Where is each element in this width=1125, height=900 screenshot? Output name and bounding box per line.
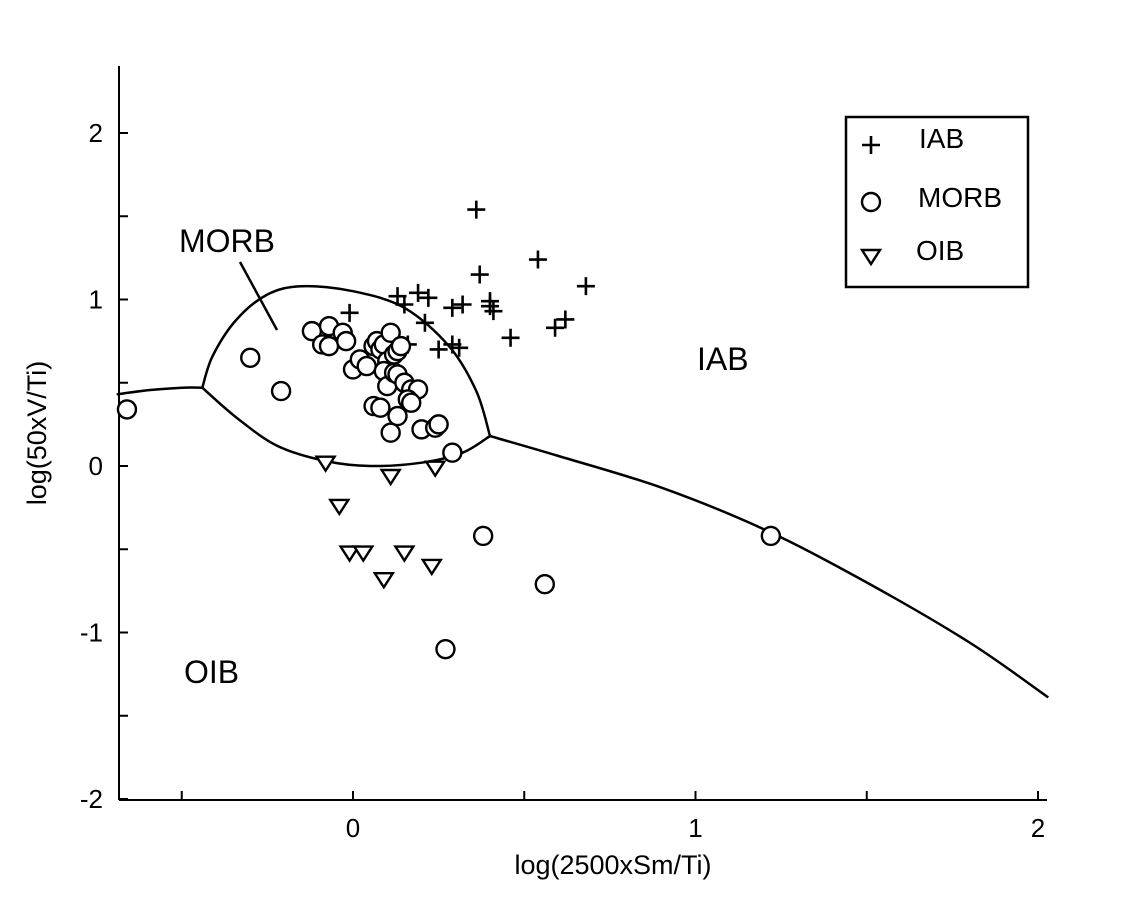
data-point-iab	[415, 313, 434, 332]
y-tick-label: 2	[89, 118, 103, 148]
legend-marker-iab	[862, 136, 880, 154]
legend-label-oib: OIB	[916, 235, 964, 266]
data-point-morb	[380, 422, 401, 443]
data-point-iab	[395, 295, 414, 314]
series-oib	[314, 455, 447, 590]
region-label-morb: MORB	[179, 223, 275, 259]
data-point-morb	[435, 638, 456, 660]
data-point-iab	[576, 277, 595, 296]
data-point-morb	[370, 397, 391, 418]
legend-label-morb: MORB	[918, 182, 1002, 213]
y-tick-label: -1	[80, 618, 103, 648]
y-tick-label: -2	[80, 784, 103, 814]
data-point-morb	[428, 414, 449, 435]
y-tick-label: 0	[89, 451, 103, 481]
x-tick-label: 1	[688, 813, 702, 843]
data-point-morb	[116, 399, 138, 420]
axes	[118, 66, 1047, 801]
boundary-morb-top	[201, 284, 492, 437]
data-point-morb	[472, 525, 494, 547]
data-point-morb	[270, 380, 292, 402]
region-label-oib: OIB	[184, 654, 239, 690]
data-point-oib	[372, 572, 396, 590]
data-point-iab	[484, 302, 503, 321]
data-point-iab	[501, 328, 520, 347]
x-tick-label: 2	[1031, 813, 1045, 843]
data-point-oib	[379, 468, 402, 487]
data-point-morb	[335, 330, 357, 352]
data-point-oib	[328, 498, 351, 517]
data-point-iab	[481, 297, 499, 316]
data-point-iab	[419, 288, 438, 307]
data-point-morb	[318, 335, 340, 357]
data-point-oib	[424, 460, 447, 478]
x-tick-label: 0	[346, 813, 360, 843]
data-point-iab	[450, 338, 469, 357]
data-point-morb	[390, 335, 412, 357]
data-point-morb	[534, 574, 555, 595]
ticks	[119, 132, 1039, 800]
y-axis-title: log(50xV/Ti)	[22, 361, 52, 506]
data-marks	[116, 200, 782, 660]
legend-marker-oib	[859, 248, 883, 267]
data-point-oib	[314, 455, 337, 473]
data-point-oib	[352, 545, 375, 563]
data-point-oib	[420, 558, 443, 577]
legend: IAB MORB OIB	[844, 115, 1030, 289]
series-morb	[116, 315, 782, 660]
data-point-morb	[401, 392, 422, 413]
data-point-iab	[470, 265, 489, 284]
morb-label-leader	[238, 261, 279, 331]
legend-marker-morb	[860, 191, 882, 213]
region-label-iab: IAB	[697, 341, 749, 377]
region-labels: MORB IAB OIB	[179, 223, 749, 690]
data-point-morb	[380, 322, 401, 343]
legend-label-iab: IAB	[919, 123, 964, 154]
data-point-iab	[409, 283, 428, 302]
data-point-oib	[393, 545, 416, 563]
data-point-iab	[546, 318, 565, 337]
data-point-iab	[443, 298, 462, 317]
tick-labels: 0 1 2 -2 -1 0 1 2	[80, 118, 1045, 843]
data-point-iab	[340, 303, 359, 322]
boundary-iab-oib	[489, 434, 1050, 699]
legend-markers	[859, 136, 883, 267]
data-point-morb	[760, 525, 782, 547]
data-point-iab	[453, 295, 472, 314]
data-point-iab	[556, 310, 575, 329]
data-point-morb	[240, 347, 261, 368]
y-tick-label: 1	[89, 285, 103, 315]
boundary-left	[116, 386, 203, 396]
data-point-morb	[356, 355, 377, 377]
data-point-oib	[338, 545, 361, 563]
data-point-morb	[442, 442, 463, 463]
x-axis-title: log(2500xSm/Ti)	[514, 850, 711, 880]
data-point-morb	[387, 405, 408, 427]
data-point-iab	[467, 200, 486, 219]
data-point-iab	[528, 250, 547, 269]
data-point-iab	[429, 340, 448, 359]
field-boundaries	[116, 284, 1050, 699]
